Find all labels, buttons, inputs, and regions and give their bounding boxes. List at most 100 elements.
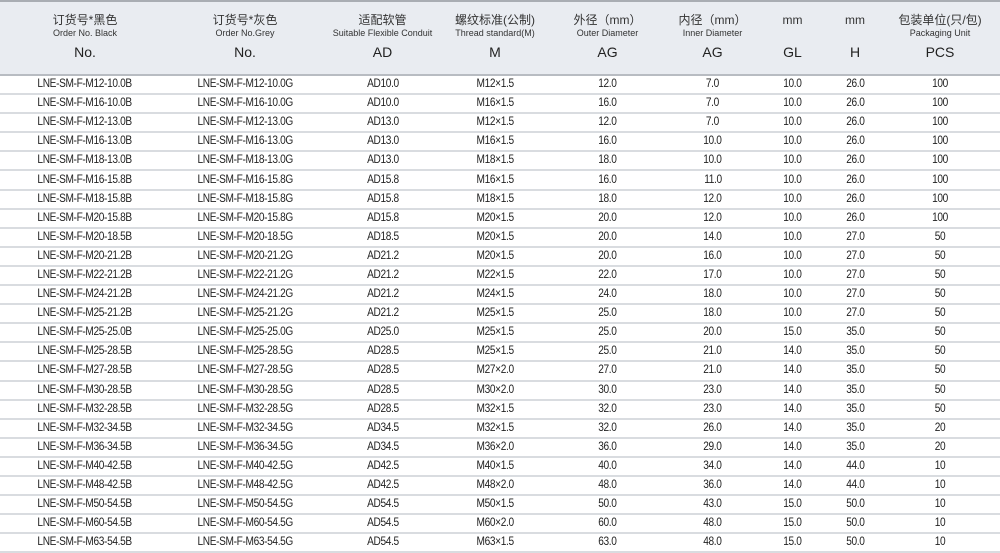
cell-text: M24×1.5	[476, 288, 514, 301]
cell-text: AD34.5	[366, 440, 399, 453]
cell-thread: M48×2.0	[445, 475, 545, 497]
cell-thread: M18×1.5	[445, 151, 545, 172]
header-zh: 订货号*黑色	[52, 13, 118, 27]
cell-thread: M20×1.5	[445, 246, 545, 267]
cell-gl: 14.0	[755, 361, 830, 382]
table-row: LNE-SM-F-M12-10.0B LNE-SM-F-M12-10.0G AD10…	[0, 75, 1000, 96]
cell-text: 27.0	[845, 268, 865, 281]
cell-text: 10.0	[783, 154, 802, 167]
cell-text: 10.0	[783, 192, 802, 205]
cell-text: 10.0	[783, 173, 802, 186]
cell-thread: M12×1.5	[445, 75, 545, 96]
cell-text: 27.0	[845, 249, 865, 262]
cell-text: M25×1.5	[476, 307, 514, 320]
cell-text: AD15.8	[366, 211, 399, 224]
cell-thread: M18×1.5	[445, 189, 545, 210]
cell-order-no-black: LNE-SM-F-M63-54.5B	[0, 533, 170, 553]
cell-thread: M16×1.5	[445, 170, 545, 191]
table-row: LNE-SM-F-M60-54.5B LNE-SM-F-M60-54.5G AD54…	[0, 514, 1000, 535]
cell-text: 10.0	[703, 135, 722, 148]
cell-h: 27.0	[830, 246, 880, 267]
header-zh: 适配软管	[358, 13, 407, 27]
table-row: LNE-SM-F-M40-42.5B LNE-SM-F-M40-42.5G AD42…	[0, 456, 1000, 477]
header-code: AG	[702, 44, 723, 60]
cell-gl: 10.0	[755, 304, 830, 325]
header-en: Thread standard(M)	[455, 28, 535, 38]
cell-text: AD42.5	[366, 459, 399, 472]
cell-text: 14.0	[703, 230, 722, 243]
cell-text: 100	[932, 154, 948, 167]
cell-order-no-grey: LNE-SM-F-M25-21.2G	[170, 304, 320, 325]
cell-outer-diameter: 18.0	[545, 151, 670, 172]
header-code: No.	[74, 44, 96, 60]
cell-text: 16.0	[598, 173, 617, 186]
cell-text: AD54.5	[366, 498, 399, 511]
cell-text: 43.0	[703, 498, 722, 511]
cell-order-no-grey: LNE-SM-F-M25-25.0G	[170, 323, 320, 344]
table-row: LNE-SM-F-M12-13.0B LNE-SM-F-M12-13.0G AD13…	[0, 113, 1000, 134]
cell-text: 14.0	[783, 440, 802, 453]
cell-text: 25.0	[598, 307, 617, 320]
cell-text: 100	[932, 173, 948, 186]
table-row: LNE-SM-F-M25-28.5B LNE-SM-F-M25-28.5G AD28…	[0, 342, 1000, 363]
cell-packaging-unit: 50	[880, 361, 1000, 382]
cell-text: LNE-SM-F-M25-28.5B	[37, 345, 133, 358]
cell-text: 12.0	[598, 116, 617, 129]
header-code: AD	[372, 44, 393, 60]
header-zh: 外径（mm）	[573, 13, 642, 27]
cell-thread: M12×1.5	[445, 113, 545, 134]
cell-outer-diameter: 25.0	[545, 323, 670, 344]
table-row: LNE-SM-F-M16-10.0B LNE-SM-F-M16-10.0G AD10…	[0, 94, 1000, 115]
cell-text: 26.0	[845, 154, 865, 167]
cell-text: LNE-SM-F-M20-15.8G	[197, 211, 293, 224]
cell-thread: M24×1.5	[445, 285, 545, 306]
cell-order-no-black: LNE-SM-F-M16-15.8B	[0, 170, 170, 191]
cell-text: LNE-SM-F-M32-28.5G	[197, 402, 293, 415]
cell-packaging-unit: 100	[880, 132, 1000, 153]
cell-thread: M60×2.0	[445, 514, 545, 535]
cell-text: 10.0	[783, 135, 802, 148]
cell-text: AD18.5	[366, 230, 399, 243]
cell-order-no-black: LNE-SM-F-M32-28.5B	[0, 399, 170, 420]
cell-outer-diameter: 12.0	[545, 113, 670, 134]
cell-inner-diameter: 12.0	[670, 208, 755, 229]
cell-text: 10	[934, 498, 946, 511]
cell-text: 16.0	[703, 249, 722, 262]
cell-text: 21.0	[703, 364, 722, 377]
cell-text: 20.0	[598, 249, 617, 262]
cell-text: 20	[934, 440, 946, 453]
cell-text: 26.0	[845, 97, 865, 110]
cell-text: 14.0	[783, 364, 802, 377]
cell-text: LNE-SM-F-M25-28.5G	[197, 345, 293, 358]
cell-h: 26.0	[830, 113, 880, 134]
cell-order-no-grey: LNE-SM-F-M12-10.0G	[170, 75, 320, 96]
cell-thread: M20×1.5	[445, 227, 545, 248]
cell-text: 10	[934, 479, 946, 492]
header-en: Packaging Unit	[909, 28, 971, 38]
cell-text: 23.0	[703, 383, 722, 396]
cell-text: M32×1.5	[476, 421, 514, 434]
cell-outer-diameter: 25.0	[545, 342, 670, 363]
cell-text: M40×1.5	[476, 459, 514, 472]
cell-text: 35.0	[845, 402, 865, 415]
cell-text: 10.0	[783, 307, 802, 320]
column-header-gl: mm GL	[755, 0, 830, 76]
cell-text: M12×1.5	[476, 116, 514, 129]
cell-text: AD54.5	[366, 517, 399, 530]
header-zh: mm	[782, 13, 803, 27]
cell-order-no-grey: LNE-SM-F-M16-15.8G	[170, 170, 320, 191]
cell-gl: 14.0	[755, 475, 830, 497]
cell-text: 20.0	[703, 326, 722, 339]
cell-inner-diameter: 43.0	[670, 495, 755, 516]
cell-gl: 10.0	[755, 75, 830, 96]
cell-text: LNE-SM-F-M22-21.2B	[37, 268, 133, 281]
cell-text: 18.0	[598, 154, 617, 167]
cell-order-no-grey: LNE-SM-F-M18-15.8G	[170, 189, 320, 210]
cell-text: 22.0	[598, 268, 617, 281]
cell-h: 50.0	[830, 514, 880, 535]
cell-order-no-grey: LNE-SM-F-M18-13.0G	[170, 151, 320, 172]
cell-gl: 14.0	[755, 418, 830, 439]
cell-conduit: AD15.8	[320, 208, 445, 229]
table-row: LNE-SM-F-M32-34.5B LNE-SM-F-M32-34.5G AD34…	[0, 418, 1000, 439]
cell-text: 10.0	[783, 288, 802, 301]
